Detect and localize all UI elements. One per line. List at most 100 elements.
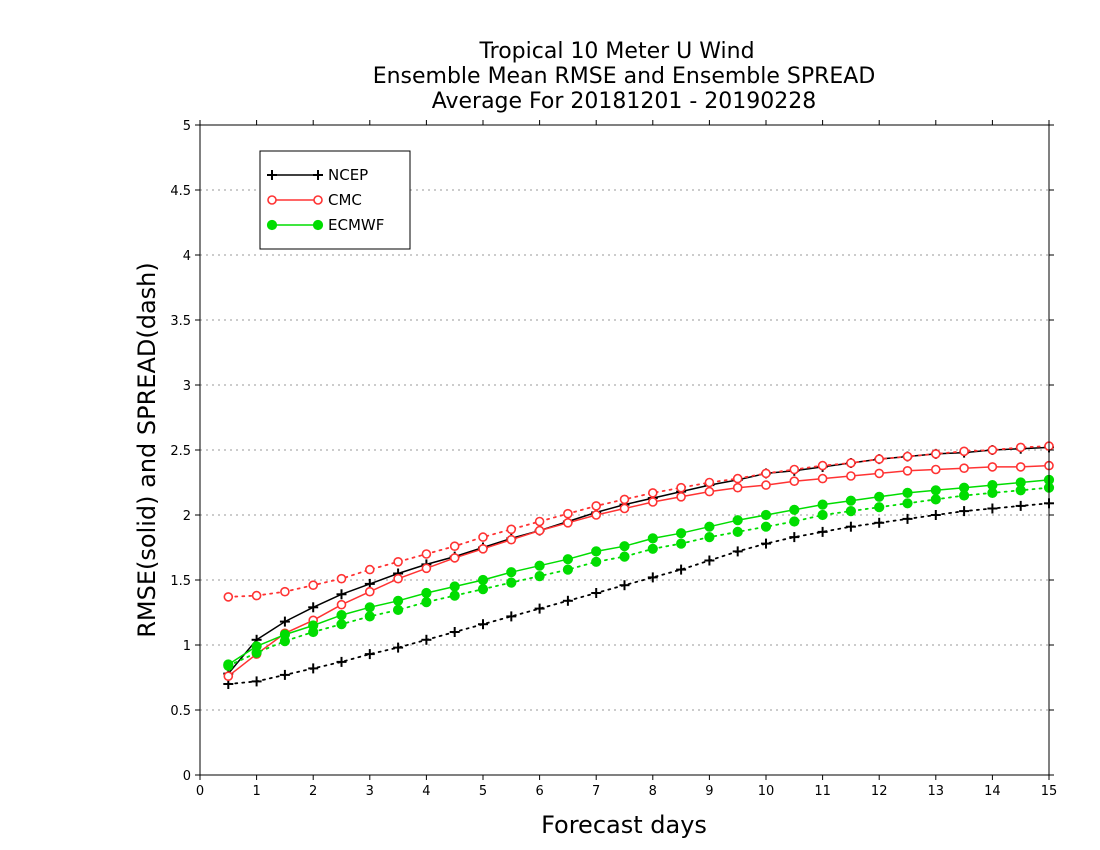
ecmwf-spread-point — [449, 590, 460, 601]
legend-label: CMC — [328, 191, 362, 209]
cmc-spread-point — [619, 494, 630, 505]
ecmwf-spread-point — [789, 516, 800, 527]
ecmwf-rmse-point — [449, 581, 460, 592]
series-cmc — [223, 441, 1054, 682]
cmc-spread-point — [336, 573, 347, 584]
cmc-rmse-point — [563, 517, 573, 528]
ecmwf-rmse-point — [902, 487, 913, 498]
legend-item-ecmwf: ECMWF — [266, 216, 384, 234]
x-axis-title: Forecast days — [541, 811, 707, 839]
x-tick-label: 2 — [309, 784, 317, 799]
cmc-spread-point — [676, 482, 686, 493]
ecmwf-rmse-point — [704, 521, 715, 532]
ecmwf-rmse-point — [223, 659, 234, 670]
ncep-spread-point — [959, 506, 970, 517]
x-tick-label: 8 — [649, 784, 657, 799]
ecmwf-spread-point — [845, 506, 857, 517]
cmc-spread-point — [223, 592, 234, 602]
cmc-rmse-point — [421, 563, 432, 574]
ecmwf-spread-point — [562, 564, 574, 575]
y-tick-label: 2 — [183, 509, 191, 524]
ecmwf-rmse-point — [676, 528, 687, 539]
ecmwf-rmse-point — [591, 546, 602, 557]
y-tick-label: 1.5 — [170, 574, 191, 589]
cmc-rmse-point — [874, 468, 885, 479]
ecmwf-rmse-point — [760, 509, 772, 521]
cmc-spread-point — [421, 549, 432, 559]
ecmwf-rmse-point — [336, 610, 347, 621]
ncep-spread-point — [478, 619, 488, 630]
cmc-spread-point — [1015, 442, 1026, 453]
x-tick-label: 13 — [928, 784, 945, 799]
cmc-spread-point — [817, 460, 828, 471]
ecmwf-rmse-point — [1015, 477, 1026, 488]
y-tick-label: 0 — [183, 769, 191, 784]
ecmwf-spread-point — [393, 604, 404, 616]
ncep-spread-point — [562, 595, 573, 606]
cmc-rmse-point — [393, 573, 403, 584]
ncep-spread-point — [676, 564, 687, 575]
y-tick-label: 4 — [183, 249, 191, 264]
ncep-spread-point — [1015, 500, 1026, 511]
ncep-rmse-point — [279, 616, 290, 627]
cmc-rmse-point — [676, 491, 686, 502]
cmc-rmse-point — [761, 480, 771, 490]
cmc-spread-point — [987, 445, 998, 455]
ncep-spread-point — [336, 656, 347, 667]
ecmwf-spread-point — [817, 509, 828, 521]
cmc-spread-point — [393, 556, 403, 567]
ncep-spread-point — [902, 513, 913, 524]
ncep-spread-point — [874, 517, 885, 528]
cmc-rmse-point — [336, 599, 347, 610]
cmc-rmse-point — [930, 464, 941, 475]
ecmwf-spread-point — [874, 502, 885, 513]
ecmwf-spread-point — [647, 543, 658, 554]
legend-marker — [266, 219, 278, 231]
cmc-rmse-point — [364, 586, 375, 597]
x-tick-label: 11 — [814, 784, 831, 799]
x-tick-label: 7 — [592, 784, 600, 799]
ecmwf-rmse-point — [930, 485, 941, 496]
y-tick-label: 3 — [183, 379, 191, 394]
ecmwf-spread-point — [477, 584, 489, 595]
cmc-spread-point — [478, 532, 488, 542]
cmc-spread-point — [761, 468, 771, 479]
ecmwf-rmse-point — [393, 595, 404, 606]
legend-marker — [267, 170, 277, 180]
legend-label: NCEP — [328, 166, 368, 184]
ecmwf-spread-point — [676, 538, 687, 549]
cmc-rmse-point — [704, 486, 715, 497]
cmc-spread-point — [449, 541, 460, 552]
ncep-spread-point — [704, 555, 715, 566]
title-line-2: Ensemble Mean RMSE and Ensemble SPREAD — [373, 64, 876, 89]
cmc-spread-point — [280, 586, 290, 597]
cmc-rmse-point — [506, 534, 517, 545]
cmc-spread-point — [364, 564, 375, 575]
cmc-spread-point — [506, 524, 517, 535]
ecmwf-rmse-point — [789, 504, 800, 515]
ncep-spread-point — [817, 526, 828, 537]
cmc-rmse-point — [817, 473, 828, 484]
ncep-rmse-line — [227, 446, 1050, 675]
ecmwf-spread-point — [506, 577, 517, 588]
ecmwf-rmse-point — [874, 491, 885, 502]
ecmwf-rmse-point — [364, 602, 375, 613]
ncep-spread-point — [364, 649, 375, 660]
ncep-spread-point — [647, 572, 658, 583]
ncep-spread-point — [619, 580, 630, 591]
cmc-rmse-point — [619, 503, 630, 514]
ecmwf-rmse-point — [534, 560, 545, 571]
series-layer — [223, 441, 1055, 689]
axis-ticks: 00.511.522.533.544.550 1 2 3 4 5 6 7 8 9 10 11 12 13 1… — [170, 119, 1057, 799]
legend-item-ncep: NCEP — [267, 166, 368, 184]
ecmwf-spread-point — [591, 556, 602, 567]
ecmwf-spread-point — [364, 611, 375, 622]
ncep-spread-point — [421, 634, 432, 645]
ecmwf-rmse-point — [619, 541, 630, 552]
cmc-rmse-point — [534, 525, 545, 536]
cmc-spread-point — [959, 446, 969, 457]
cmc-rmse-point — [478, 543, 488, 554]
cmc-spread-point — [789, 464, 800, 475]
y-tick-label: 2.5 — [170, 444, 191, 459]
cmc-rmse-point — [647, 497, 658, 507]
